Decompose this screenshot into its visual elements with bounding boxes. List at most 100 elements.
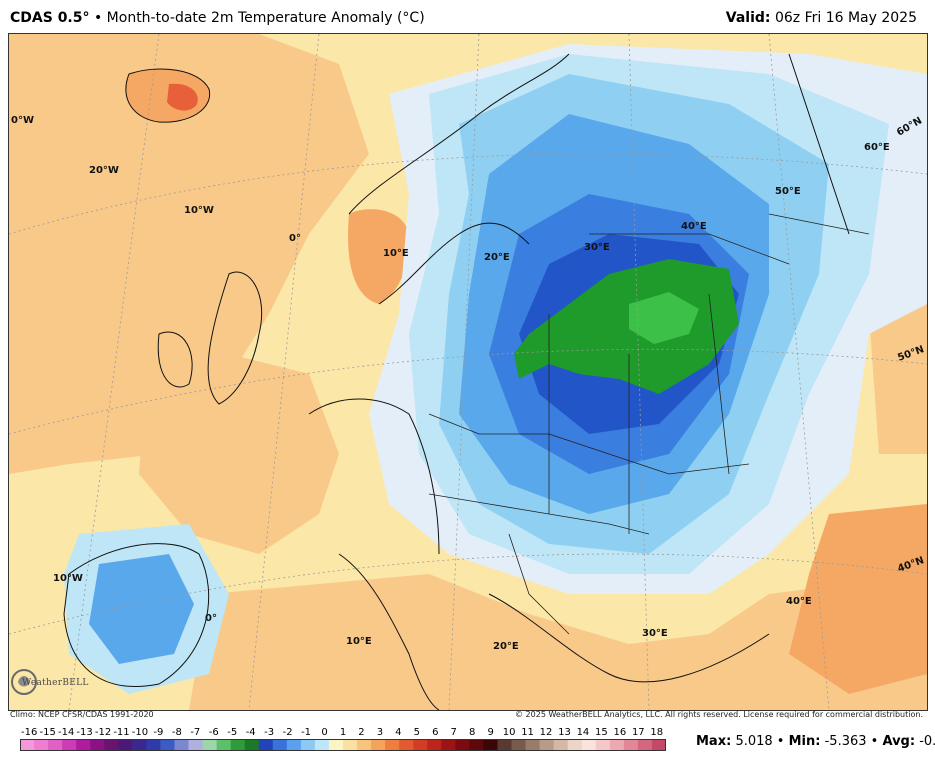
colorbar-tick-label: 1: [339, 727, 347, 738]
colorbar-swatch: [34, 739, 49, 751]
copyright-note: © 2025 WeatherBELL Analytics, LLC. All r…: [515, 710, 923, 719]
colorbar-swatch: [651, 739, 666, 751]
stats-sep-2: •: [870, 734, 879, 749]
colorbar-ticks: -16 -15 -14 -13 -12 -11 -10 -9 -8 -7 -6 -5 -4 -3 -2 -1 0…: [20, 727, 666, 739]
colorbar-tick-label: -13: [76, 727, 93, 738]
colorbar-tick-label: -2: [282, 727, 293, 738]
colorbar-swatch: [623, 739, 639, 751]
colorbar-tick-label: -1: [301, 727, 312, 738]
colorbar-tick-label: 2: [358, 727, 365, 738]
cold-anomaly-green: [514, 259, 739, 394]
colorbar-tick-label: 7: [450, 727, 457, 738]
warm-anomaly-mediterranean: [189, 574, 927, 710]
colorbar-swatch: [483, 739, 498, 751]
label-lon-10w-north: 10°W: [184, 205, 214, 216]
colorbar-tick-label: -9: [153, 727, 164, 738]
colorbar-tick-label: -16: [21, 727, 38, 738]
valid-label: Valid:: [725, 10, 771, 26]
colorbar-swatch: [385, 739, 400, 751]
climo-note: Climo: NCEP CFSR/CDAS 1991-2020: [10, 710, 154, 719]
label-lon-10e-north: 10°E: [383, 248, 409, 259]
colorbar-tick-label: 9: [487, 727, 494, 738]
colorbar-swatch: [90, 739, 105, 751]
colorbar-swatch: [637, 739, 653, 751]
colorbar-swatch: [174, 739, 190, 751]
title-separator: •: [93, 10, 103, 26]
colorbar-swatch: [399, 739, 414, 751]
colorbar-swatch: [300, 739, 316, 751]
graticule: [9, 34, 927, 710]
colorbar-swatch: [146, 739, 161, 751]
colorbar-tick-label: 4: [395, 727, 402, 738]
colorbar-tick-label: -7: [190, 727, 201, 738]
colorbar-swatch: [244, 739, 260, 751]
colorbar-swatch: [160, 739, 175, 751]
colorbar-swatch: [286, 739, 302, 751]
colorbar-swatch: [118, 739, 133, 751]
colorbar-swatch: [371, 739, 386, 751]
colorbar-swatch: [202, 739, 218, 751]
label-lon-0-north: 0°: [289, 233, 301, 244]
label-lon-40e-south: 40°E: [786, 596, 812, 607]
colorbar-swatch: [258, 739, 274, 751]
colorbar-tick-label: -12: [94, 727, 112, 738]
colorbar-swatch: [104, 739, 119, 751]
model-name: CDAS 0.5°: [10, 10, 90, 26]
colorbar-border: [20, 739, 666, 751]
colorbar-swatch: [343, 739, 358, 751]
avg-label: Avg:: [882, 734, 916, 749]
colorbar-tick-label: 0: [321, 727, 328, 738]
colorbar-swatch: [230, 739, 246, 751]
colorbar-swatch: [427, 739, 442, 751]
colorbar-swatch: [132, 739, 147, 751]
valid-time: Valid: 06z Fri 16 May 2025: [726, 10, 917, 26]
warm-anomaly-iceland-core: [167, 83, 198, 111]
colorbar-swatch: [455, 739, 470, 751]
label-lon-30w: 0°W: [11, 115, 34, 126]
label-lon-0-south: 0°: [205, 613, 217, 624]
label-lon-50e: 50°E: [775, 186, 801, 197]
warm-anomaly-france: [139, 334, 339, 554]
map-svg: 0°W 20°W 10°W 0° 10°E 20°E 30°E 40°E 50°…: [9, 34, 927, 710]
colorbar-tick-label: -11: [113, 727, 130, 738]
cold-anomaly-green-core: [629, 292, 699, 344]
colorbar-tick-label: 16: [613, 727, 627, 738]
valid-value: 06z Fri 16 May 2025: [774, 10, 917, 26]
colorbar-tick-label: -14: [57, 727, 75, 738]
colorbar-tick-label: 8: [469, 727, 476, 738]
max-label: Max:: [696, 734, 732, 749]
title-text: Month-to-date 2m Temperature Anomaly (°C…: [106, 10, 425, 26]
header: CDAS 0.5° • Month-to-date 2m Temperature…: [0, 0, 935, 32]
colorbar-tick-label: 11: [521, 727, 534, 738]
min-label: Min:: [788, 734, 821, 749]
label-lon-30e-south: 30°E: [642, 628, 668, 639]
colorbar-tick-label: 13: [558, 727, 571, 738]
warm-anomaly-east-north: [869, 304, 927, 454]
colorbar: [20, 739, 666, 751]
colorbar-swatch: [328, 739, 344, 751]
colorbar-tick-label: 5: [413, 727, 421, 738]
min-value: -5.363: [824, 734, 867, 749]
label-lon-10e-south: 10°E: [346, 636, 372, 647]
colorbar-swatch: [357, 739, 372, 751]
colorbar-swatch: [511, 739, 527, 751]
colorbar-tick-label: 18: [650, 727, 664, 738]
label-lon-40e-north: 40°E: [681, 221, 707, 232]
colorbar-tick-label: -5: [227, 727, 238, 738]
colorbar-swatch: [595, 739, 611, 751]
colorbar-swatch: [314, 739, 330, 751]
colorbar-tick-label: 3: [376, 727, 384, 738]
max-value: 5.018: [735, 734, 773, 749]
colorbar-swatch: [48, 739, 63, 751]
colorbar-swatch: [413, 739, 428, 751]
warm-anomaly-scandinavia-west: [348, 209, 410, 304]
warm-anomaly-atlantic: [9, 34, 369, 474]
colorbar-tick-label: 15: [595, 727, 608, 738]
colorbar-tick-label: -10: [131, 727, 149, 738]
colorbar-tick-label: -6: [208, 727, 219, 738]
label-lon-60e: 60°E: [864, 142, 890, 153]
label-lon-20e-south: 20°E: [493, 641, 519, 652]
colorbar-tick-label: -8: [171, 727, 182, 738]
label-lon-20w: 20°W: [89, 165, 119, 176]
label-lon-20e-north: 20°E: [484, 252, 510, 263]
